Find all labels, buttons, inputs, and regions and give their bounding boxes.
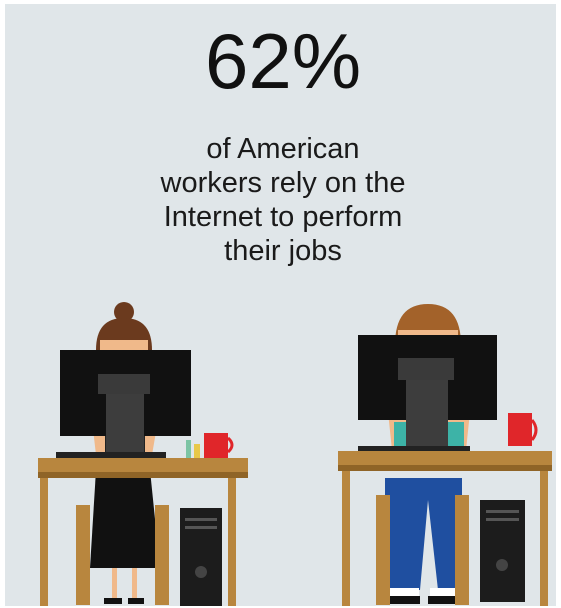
right-worker-part <box>496 559 508 571</box>
right-worker-part <box>480 500 525 602</box>
right-worker <box>338 304 552 606</box>
left-worker-part <box>228 478 236 606</box>
description-line: their jobs <box>224 235 342 267</box>
right-worker-part <box>530 419 538 441</box>
left-worker-part <box>194 444 200 458</box>
left-worker-part <box>185 518 217 521</box>
left-worker-part <box>114 302 134 322</box>
left-worker-part <box>226 436 234 454</box>
right-worker-part <box>338 451 552 465</box>
description: of American workers rely on the Internet… <box>160 133 406 267</box>
right-worker-part <box>428 596 466 604</box>
left-worker-part <box>38 472 248 478</box>
left-worker-part <box>180 508 222 606</box>
right-worker-part <box>342 471 350 606</box>
left-worker-part <box>128 598 144 604</box>
left-worker-part <box>185 526 217 529</box>
left-worker-part <box>40 478 48 606</box>
right-worker-part <box>508 413 532 446</box>
left-worker-part <box>76 505 90 605</box>
right-worker-part <box>338 465 552 471</box>
left-worker-part <box>204 433 228 458</box>
left-worker-part <box>90 470 160 568</box>
right-worker-part <box>358 446 470 452</box>
left-worker <box>38 302 248 606</box>
headline: 62% <box>205 17 361 105</box>
left-worker-part <box>186 440 191 458</box>
left-worker-part <box>56 452 166 458</box>
description-line: workers rely on the <box>160 167 406 199</box>
right-worker-part <box>486 518 519 521</box>
right-worker-part <box>376 495 390 605</box>
right-worker-part <box>540 471 548 606</box>
left-worker-part <box>38 458 248 472</box>
right-worker-part <box>486 510 519 513</box>
left-worker-part <box>104 598 122 604</box>
right-worker-part <box>406 380 448 450</box>
right-worker-part <box>385 478 462 590</box>
description-line: of American <box>206 133 359 165</box>
left-worker-part <box>195 566 207 578</box>
right-worker-part <box>398 358 454 380</box>
left-worker-part <box>98 374 150 394</box>
left-worker-part <box>112 568 117 598</box>
right-worker-part <box>380 596 420 604</box>
description-line: Internet to perform <box>164 201 403 233</box>
left-worker-part <box>106 394 144 458</box>
left-worker-part <box>132 568 137 598</box>
right-worker-part <box>455 495 469 605</box>
left-worker-part <box>155 505 169 605</box>
